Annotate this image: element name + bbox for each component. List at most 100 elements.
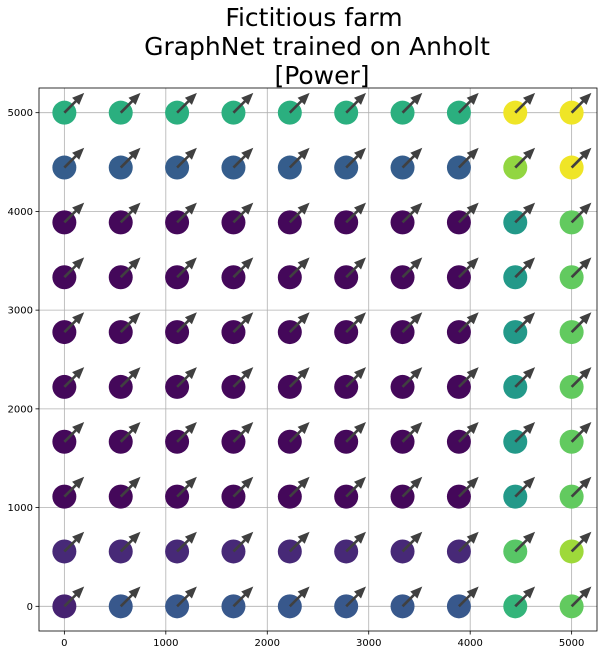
wind-arrow [401,147,423,169]
y-tick-label: 4000 [8,207,33,218]
x-tick-label: 2000 [255,638,280,649]
wind-arrow [570,422,592,443]
wind-arrow [176,147,197,169]
wind-arrow [63,422,85,443]
wind-arrow [514,586,536,608]
plot-area-frame [38,87,598,632]
wind-arrow [514,422,536,443]
wind-arrow [514,257,536,279]
wind-arrow [176,202,197,224]
wind-arrow [176,92,197,114]
wind-arrow [176,476,197,498]
y-tick-label: 2000 [8,404,33,415]
wind-arrow [288,312,310,333]
wind-arrow [570,586,592,608]
wind-arrow [514,147,536,169]
wind-arrow [514,476,536,498]
wind-arrow [458,202,479,224]
x-tick-label: 1000 [153,638,178,649]
wind-arrow [232,202,254,224]
wind-arrow [288,367,310,388]
wind-arrow [63,92,85,114]
wind-arrow [119,422,141,443]
wind-arrow [570,92,592,114]
wind-arrow [345,202,366,224]
wind-arrow [232,586,254,608]
x-tick-label: 4000 [457,638,482,649]
wind-arrow [232,147,254,169]
wind-arrow [63,257,85,279]
title-line-2: GraphNet trained on Anholt [144,32,490,61]
wind-arrow [401,367,423,388]
x-tick-label: 5000 [559,638,584,649]
wind-arrow [570,202,592,224]
wind-arrow [401,422,423,443]
wind-arrow [345,476,366,498]
wind-arrow [345,312,366,333]
wind-arrow [458,367,479,388]
wind-arrow [570,257,592,279]
wind-arrow [63,312,85,333]
title-line-1: Fictitious farm [225,3,402,32]
wind-arrow [345,257,366,279]
wind-arrow [288,476,310,498]
wind-arrow [63,586,85,608]
wind-arrow [119,257,141,279]
wind-arrow [232,312,254,333]
wind-arrow [514,531,536,553]
wind-arrow [401,202,423,224]
wind-arrow [570,147,592,169]
wind-arrow [119,147,141,169]
wind-arrow [176,422,197,443]
wind-arrow [458,92,479,114]
wind-arrow [288,586,310,608]
wind-arrow [345,422,366,443]
wind-arrow [63,202,85,224]
wind-arrow [232,257,254,279]
wind-arrows [63,92,592,608]
wind-arrow [458,312,479,333]
wind-arrow [570,367,592,388]
y-tick-label: 0 [27,602,33,613]
wind-arrow [288,422,310,443]
wind-arrow [401,257,423,279]
wind-arrow [514,367,536,388]
wind-arrow [232,367,254,388]
wind-arrow [458,586,479,608]
wind-arrow [345,367,366,388]
wind-arrow [119,531,141,553]
wind-arrow [458,531,479,553]
wind-arrow [570,312,592,333]
wind-arrow [119,367,141,388]
wind-arrow [570,531,592,553]
wind-arrow [176,257,197,279]
wind-arrow [288,202,310,224]
wind-arrow [63,147,85,169]
wind-arrow [232,476,254,498]
wind-arrow [288,531,310,553]
wind-arrow [345,586,366,608]
y-tick-label: 1000 [8,503,33,514]
wind-arrow [176,531,197,553]
wind-arrow [119,202,141,224]
wind-arrow [63,531,85,553]
wind-arrow [345,92,366,114]
wind-arrow [63,476,85,498]
wind-arrow [345,147,366,169]
wind-arrow [232,422,254,443]
wind-arrow [119,312,141,333]
y-tick-label: 5000 [8,108,33,119]
wind-arrow [176,586,197,608]
wind-arrow [232,531,254,553]
axis-ticks: 0 1000 2000 3000 4000 5000 0 1000 2000 3000 4000 50… [8,108,585,649]
wind-arrow [401,531,423,553]
wind-arrow [514,92,536,114]
wind-arrow [458,257,479,279]
wind-arrow [401,586,423,608]
wind-arrow [458,476,479,498]
y-tick-label: 3000 [8,306,33,317]
wind-arrow [401,312,423,333]
wind-arrow [288,92,310,114]
wind-arrow [401,92,423,114]
